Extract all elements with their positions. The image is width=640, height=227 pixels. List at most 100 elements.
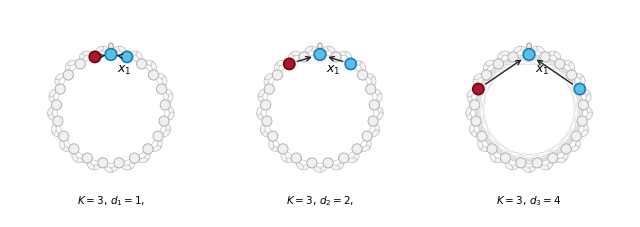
Circle shape (268, 131, 278, 141)
Text: $x_1$: $x_1$ (535, 64, 549, 77)
Circle shape (323, 158, 333, 168)
Ellipse shape (527, 43, 531, 49)
Ellipse shape (259, 89, 265, 97)
Ellipse shape (314, 167, 322, 172)
Ellipse shape (483, 62, 489, 71)
Ellipse shape (258, 94, 263, 102)
Ellipse shape (61, 146, 69, 151)
Ellipse shape (375, 124, 380, 133)
Ellipse shape (584, 124, 589, 133)
Text: $x_1$: $x_1$ (116, 64, 131, 77)
Ellipse shape (305, 46, 312, 53)
Ellipse shape (467, 94, 472, 102)
Ellipse shape (331, 165, 340, 170)
Ellipse shape (355, 60, 364, 66)
Ellipse shape (51, 124, 56, 133)
Ellipse shape (270, 146, 278, 151)
Text: $K=3,\,d_2=2,$: $K=3,\,d_2=2,$ (286, 195, 354, 208)
Ellipse shape (584, 89, 591, 97)
Ellipse shape (275, 62, 280, 71)
Circle shape (331, 52, 341, 62)
Ellipse shape (257, 112, 263, 120)
Text: $K=3,\,d_1=1,$: $K=3,\,d_1=1,$ (77, 195, 145, 208)
Circle shape (98, 158, 108, 168)
Ellipse shape (571, 146, 579, 151)
Circle shape (278, 144, 288, 154)
Ellipse shape (557, 158, 566, 163)
Circle shape (143, 144, 153, 154)
Circle shape (540, 52, 550, 62)
Circle shape (153, 131, 163, 141)
Circle shape (577, 116, 588, 126)
Ellipse shape (546, 163, 553, 170)
Ellipse shape (309, 46, 317, 52)
Ellipse shape (531, 46, 540, 52)
Ellipse shape (317, 43, 323, 49)
Ellipse shape (536, 46, 545, 53)
Circle shape (260, 100, 271, 110)
Ellipse shape (260, 124, 265, 133)
Circle shape (314, 49, 326, 60)
Circle shape (160, 100, 170, 110)
Ellipse shape (49, 89, 56, 97)
Circle shape (566, 70, 577, 80)
Circle shape (82, 153, 92, 163)
Ellipse shape (509, 165, 518, 170)
Ellipse shape (367, 74, 375, 80)
Ellipse shape (74, 158, 83, 163)
Ellipse shape (470, 130, 477, 137)
Circle shape (369, 100, 380, 110)
Circle shape (159, 116, 169, 126)
Circle shape (75, 59, 85, 69)
Circle shape (52, 100, 61, 110)
Circle shape (571, 131, 581, 141)
Ellipse shape (470, 124, 474, 133)
Ellipse shape (586, 94, 591, 102)
Ellipse shape (257, 107, 262, 115)
Ellipse shape (48, 107, 53, 115)
Ellipse shape (55, 76, 60, 85)
Ellipse shape (540, 165, 549, 170)
Ellipse shape (136, 52, 143, 59)
Circle shape (524, 49, 535, 60)
Circle shape (493, 59, 504, 69)
Circle shape (122, 51, 132, 62)
Circle shape (473, 84, 484, 95)
Ellipse shape (580, 76, 585, 85)
Ellipse shape (104, 167, 113, 172)
Ellipse shape (91, 165, 100, 170)
Circle shape (291, 153, 301, 163)
Ellipse shape (109, 167, 117, 172)
Circle shape (273, 70, 282, 80)
Circle shape (157, 84, 167, 94)
Ellipse shape (162, 76, 167, 85)
Circle shape (339, 153, 349, 163)
Ellipse shape (328, 46, 335, 53)
Ellipse shape (340, 51, 348, 56)
Circle shape (561, 144, 572, 154)
Ellipse shape (318, 167, 326, 172)
Ellipse shape (323, 46, 331, 52)
Ellipse shape (348, 158, 356, 163)
Ellipse shape (122, 165, 131, 170)
Ellipse shape (127, 163, 134, 170)
Ellipse shape (497, 52, 504, 59)
Circle shape (477, 131, 487, 141)
Ellipse shape (284, 158, 292, 163)
Ellipse shape (292, 51, 300, 56)
Ellipse shape (564, 60, 573, 66)
Ellipse shape (158, 74, 166, 80)
Ellipse shape (586, 112, 592, 120)
Ellipse shape (276, 60, 285, 66)
Ellipse shape (527, 167, 536, 172)
Circle shape (352, 144, 362, 154)
Ellipse shape (100, 46, 109, 52)
Ellipse shape (269, 141, 274, 149)
Ellipse shape (337, 163, 344, 170)
Circle shape (136, 59, 147, 69)
Ellipse shape (514, 46, 522, 53)
Circle shape (368, 116, 378, 126)
Ellipse shape (473, 76, 478, 85)
Ellipse shape (500, 51, 509, 56)
Ellipse shape (474, 74, 482, 80)
